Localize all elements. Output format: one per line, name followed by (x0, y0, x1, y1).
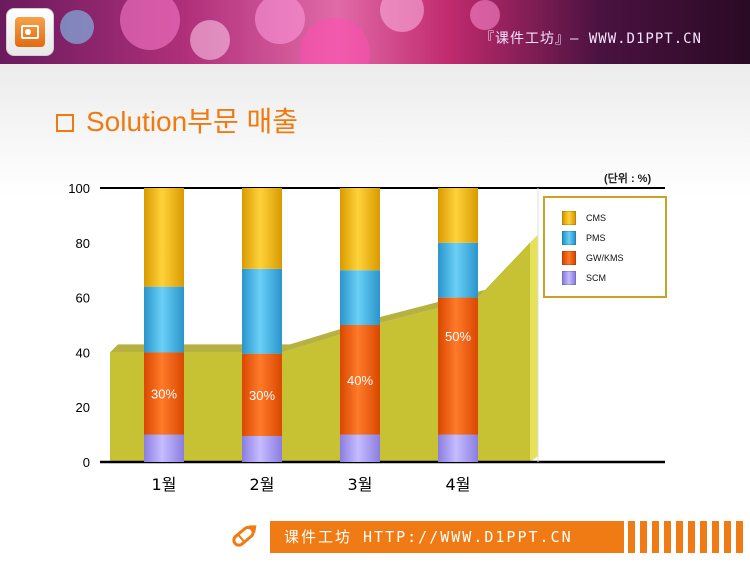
footer-stripes (628, 521, 748, 553)
header-banner: 『课件工坊』— WWW.D1PPT.CN (0, 0, 750, 64)
page-title: Solution부문 매출 (56, 100, 298, 140)
legend-label-pms: PMS (586, 233, 606, 243)
bar-segment-scm (144, 434, 184, 462)
bar-segment-pms (144, 286, 184, 353)
pencil-icon (232, 525, 257, 547)
footer: 课件工坊 HTTP://WWW.D1PPT.CN (0, 504, 750, 563)
legend-item-cms: CMS (562, 211, 606, 225)
header-website-text: 『课件工坊』— WWW.D1PPT.CN (479, 31, 702, 47)
legend-swatch-gw-kms (562, 251, 576, 265)
bar-segment-cms (144, 188, 184, 287)
x-tick-label: 2월 (250, 475, 275, 494)
bar-segment-pms (340, 270, 380, 325)
background-area-side (530, 234, 538, 462)
y-tick-label: 0 (83, 455, 90, 470)
bar-segment-cms (438, 188, 478, 243)
page-title-text: Solution부문 매출 (86, 106, 299, 137)
bar-segment-scm (242, 435, 282, 462)
footer-website-text: 课件工坊 HTTP://WWW.D1PPT.CN (284, 528, 573, 546)
legend-item-scm: SCM (562, 271, 606, 285)
y-tick-label: 60 (76, 291, 90, 306)
data-label: 30% (249, 388, 275, 403)
unit-label: (단위 : %) (604, 173, 652, 185)
legend-item-gw-kms: GW/KMS (562, 251, 624, 265)
legend-label-gw-kms: GW/KMS (586, 253, 624, 263)
legend-swatch-scm (562, 271, 576, 285)
bokeh-decoration (255, 0, 305, 44)
x-tick-label: 3월 (348, 475, 373, 494)
stacked-bar-chart: 0 20 40 60 80 100 1월 2월 3월 4월 30% 30% 40% 50% (68, 181, 665, 494)
x-tick-label: 4월 (446, 475, 471, 494)
bar-segment-gw-kms (144, 352, 184, 435)
bar-segment-scm (438, 434, 478, 462)
bar-segment-gw-kms (438, 297, 478, 435)
bar-segment-gw-kms (340, 325, 380, 435)
checkbox-bullet-icon (56, 114, 74, 132)
bar-segment-gw-kms (242, 353, 282, 436)
legend-label-scm: SCM (586, 273, 606, 283)
x-tick-label: 1월 (152, 475, 177, 494)
chart-legend: CMS PMS GW/KMS SCM (543, 196, 667, 298)
bar-segment-scm (340, 434, 380, 462)
data-label: 50% (445, 329, 471, 344)
legend-swatch-cms (562, 211, 576, 225)
y-tick-label: 20 (76, 400, 90, 415)
background-area (110, 242, 530, 462)
bokeh-decoration (60, 10, 94, 44)
y-tick-label: 100 (68, 181, 90, 196)
bar-segment-cms (242, 188, 282, 269)
bar-segment-pms (242, 268, 282, 354)
presentation-icon[interactable] (6, 8, 54, 56)
bokeh-decoration (190, 20, 230, 60)
data-label: 40% (347, 373, 373, 388)
y-tick-label: 80 (76, 236, 90, 251)
legend-item-pms: PMS (562, 231, 606, 245)
y-tick-label: 40 (76, 345, 90, 360)
data-label: 30% (151, 387, 177, 402)
legend-label-cms: CMS (586, 213, 606, 223)
bar-segment-pms (438, 242, 478, 298)
bokeh-decoration (470, 0, 500, 30)
bar-segment-cms (340, 188, 380, 271)
bokeh-decoration (120, 0, 180, 50)
legend-swatch-pms (562, 231, 576, 245)
footer-band (270, 521, 624, 553)
